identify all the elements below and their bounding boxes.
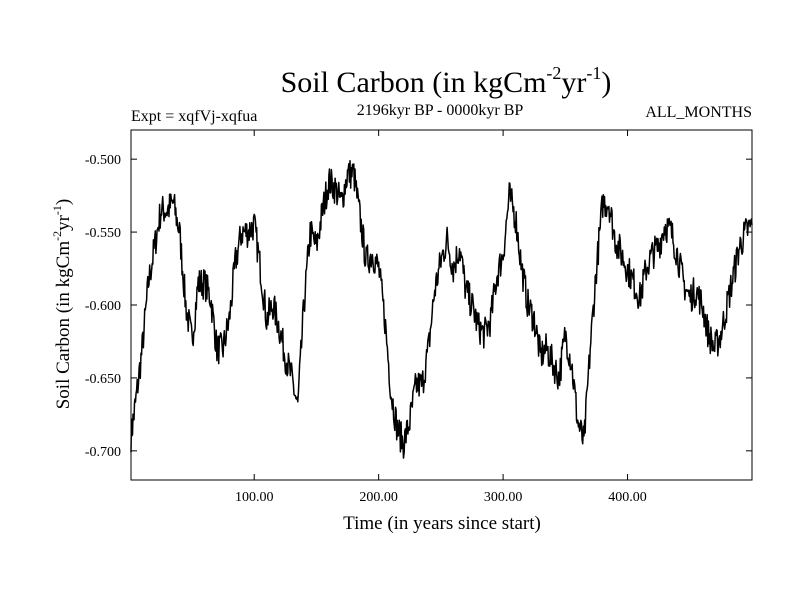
y-tick-label: -0.550 (85, 226, 121, 241)
y-axis-title: Soil Carbon (in kgCm-2yr-1) (50, 199, 74, 410)
subtitle-left: Expt = xqfVj-xqfua (131, 108, 257, 125)
y-tick-label: -0.500 (85, 153, 121, 168)
y-tick-label: -0.650 (85, 372, 121, 387)
x-tick-label: 100.00 (235, 490, 274, 505)
y-tick-label: -0.700 (85, 445, 121, 460)
chart-title: Soil Carbon (in kgCm-2yr-1) (281, 63, 612, 99)
x-tick-label: 400.00 (608, 490, 647, 505)
x-axis: 100.00 200.00 300.00 400.00 (235, 130, 647, 505)
plot-frame (130, 129, 753, 481)
y-axis: -0.500 -0.550 -0.600 -0.650 -0.700 (85, 153, 752, 460)
y-tick-label: -0.600 (85, 299, 121, 314)
series-line (130, 159, 753, 459)
x-tick-label: 300.00 (484, 490, 523, 505)
x-axis-title: Time (in years since start) (343, 513, 541, 534)
subtitle-center: 2196kyr BP - 0000kyr BP (357, 102, 524, 119)
subtitle-right: ALL_MONTHS (645, 104, 752, 121)
x-tick-label: 200.00 (359, 490, 398, 505)
